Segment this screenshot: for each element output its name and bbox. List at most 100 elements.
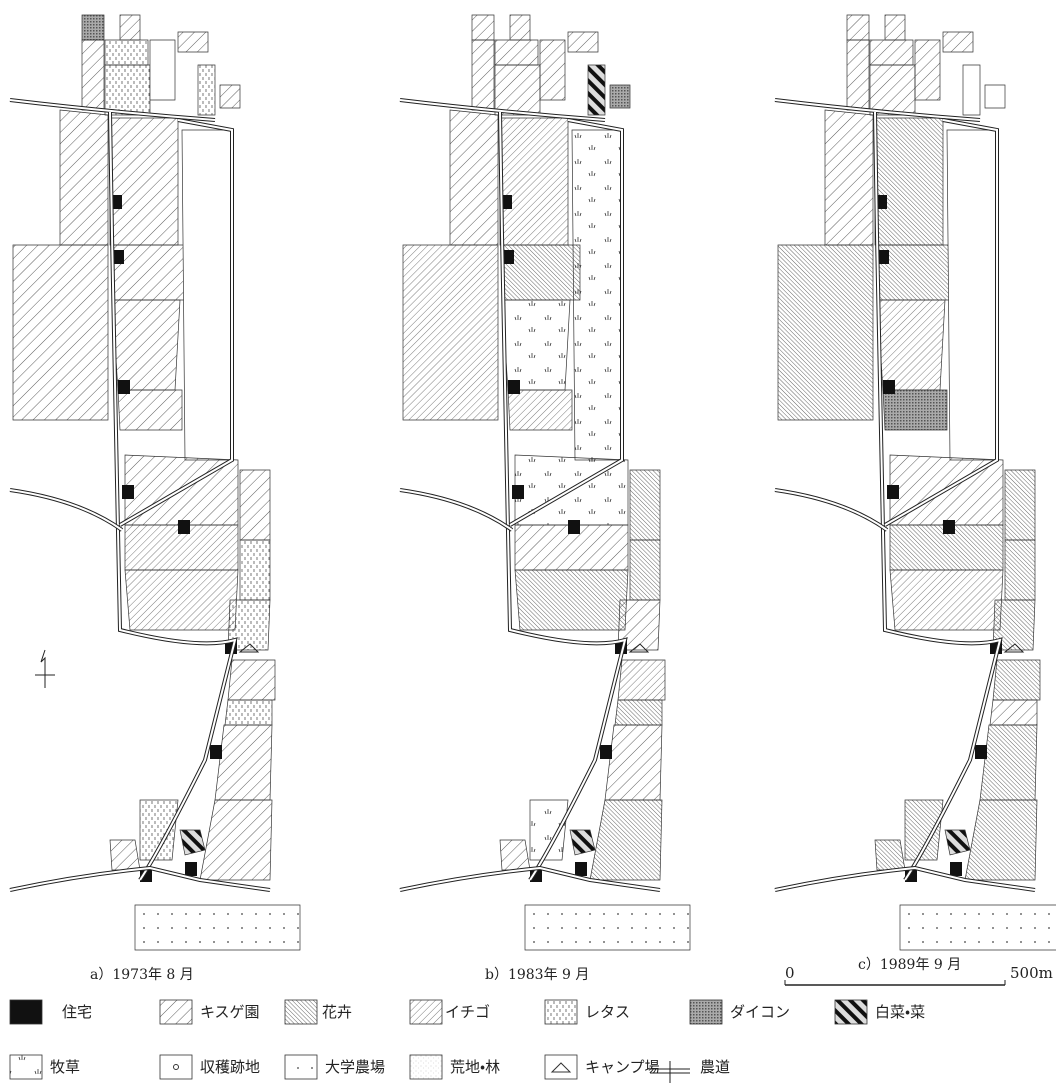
legend-label: キスゲ園 <box>200 1003 260 1021</box>
page: {"panels": [ {"caption": "a）1973年 8 月"},… <box>0 0 1056 1089</box>
legend-label: 花卉 <box>322 1003 352 1021</box>
parcel <box>618 660 665 700</box>
parcel <box>890 570 1003 630</box>
legend-swatch <box>10 1000 42 1024</box>
house <box>575 862 587 876</box>
parcel <box>877 300 945 390</box>
legend-swatch <box>545 1000 577 1024</box>
parcel <box>403 245 498 420</box>
parcel <box>510 15 530 40</box>
parcel <box>568 32 598 52</box>
parcel <box>495 65 540 115</box>
parcel <box>180 830 205 855</box>
house <box>122 485 134 499</box>
parcel <box>500 118 568 245</box>
parcel <box>515 570 628 630</box>
parcel <box>215 725 272 800</box>
house <box>943 520 955 534</box>
parcel <box>178 32 208 52</box>
house <box>512 485 524 499</box>
legend-swatch <box>285 1055 317 1079</box>
parcel <box>883 390 947 430</box>
parcel <box>110 118 178 245</box>
legend-label: イチゴ <box>445 1003 490 1021</box>
parcel <box>588 65 605 115</box>
parcel <box>125 570 238 630</box>
panel-caption: a）1973年 8 月 <box>90 967 194 983</box>
legend-swatch <box>10 1055 42 1079</box>
parcel <box>228 660 275 700</box>
parcel <box>60 110 108 245</box>
house <box>508 380 520 394</box>
parcel <box>870 40 913 65</box>
legend-swatch <box>160 1055 192 1079</box>
parcel <box>150 40 175 100</box>
parcel <box>135 905 300 950</box>
house <box>118 380 130 394</box>
house <box>185 862 197 876</box>
map-panel <box>775 15 1056 950</box>
parcel <box>943 32 973 52</box>
road <box>400 490 512 530</box>
legend-swatch <box>545 1055 577 1079</box>
parcel <box>630 540 660 600</box>
parcel <box>900 905 1056 950</box>
house <box>950 862 962 876</box>
legend-label: 住宅 <box>62 1003 92 1021</box>
parcel <box>847 40 869 110</box>
parcel <box>1005 540 1035 600</box>
parcel <box>112 300 180 390</box>
road <box>775 490 887 530</box>
parcel <box>82 15 104 40</box>
parcel <box>508 390 572 430</box>
legend-label: 荒地・林 <box>450 1058 500 1076</box>
parcel <box>540 40 565 100</box>
parcel <box>993 660 1040 700</box>
north-arrow <box>35 650 55 688</box>
parcel <box>990 700 1037 725</box>
scale-end: 500m <box>1010 964 1053 982</box>
house <box>178 520 190 534</box>
parcel <box>200 800 272 880</box>
house <box>600 745 612 759</box>
legend-label: 白菜・菜 <box>875 1003 925 1021</box>
parcel <box>825 110 873 245</box>
parcel <box>450 110 498 245</box>
parcel <box>500 840 530 870</box>
road <box>400 490 512 530</box>
scale-start: 0 <box>785 964 795 982</box>
parcel <box>870 65 915 115</box>
parcel <box>570 830 595 855</box>
legend-label: 大学農場 <box>325 1058 385 1076</box>
parcel <box>220 85 240 108</box>
legend-swatch <box>160 1000 192 1024</box>
legend-label: レタス <box>585 1003 630 1021</box>
land-use-map: a）1973年 8 月 b）1983年 9 月 c）1989年 9 月 0 50… <box>0 0 1056 1089</box>
parcel <box>572 130 622 460</box>
parcel <box>182 130 232 460</box>
house <box>883 380 895 394</box>
parcel <box>875 840 905 870</box>
parcel <box>240 540 270 600</box>
parcel <box>875 118 943 245</box>
parcel <box>472 40 494 110</box>
parcel <box>610 85 630 108</box>
parcel <box>965 800 1037 880</box>
legend-swatch <box>410 1000 442 1024</box>
legend-swatch <box>285 1000 317 1024</box>
legend-label: ダイコン <box>730 1003 790 1021</box>
parcel <box>985 85 1005 108</box>
parcel <box>885 15 905 40</box>
legend-label: 農道 <box>700 1058 730 1076</box>
house <box>568 520 580 534</box>
legend-label: キャンプ場 <box>585 1058 660 1076</box>
map-panel <box>10 15 300 950</box>
road <box>775 490 887 530</box>
parcel <box>105 40 148 65</box>
parcel <box>947 130 997 460</box>
parcel <box>590 800 662 880</box>
house <box>887 485 899 499</box>
parcel <box>630 470 660 540</box>
road <box>10 490 122 530</box>
parcel <box>847 15 869 40</box>
